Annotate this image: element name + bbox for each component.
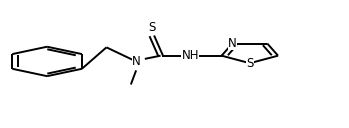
Text: N: N xyxy=(132,55,141,68)
Text: N: N xyxy=(228,37,237,50)
Text: NH: NH xyxy=(181,49,199,62)
Text: S: S xyxy=(246,57,253,70)
Text: S: S xyxy=(148,21,156,34)
